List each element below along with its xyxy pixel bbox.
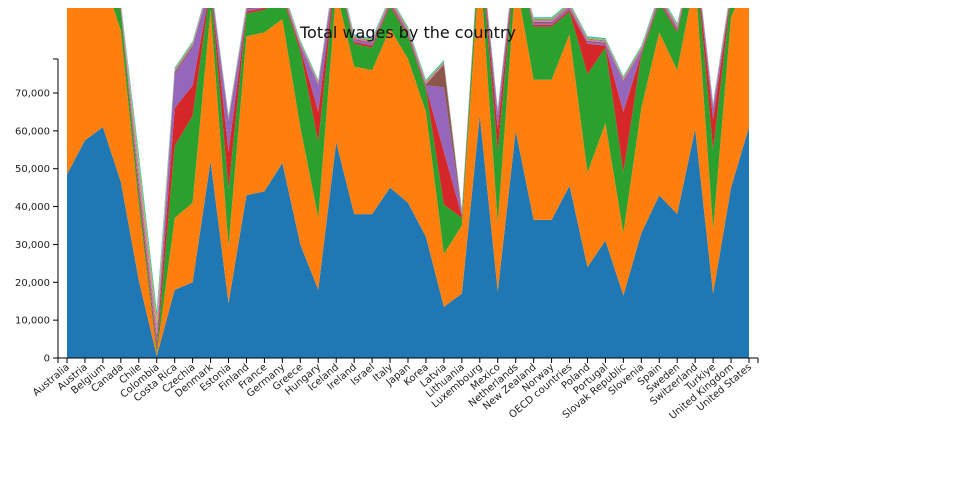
- y-tick-label: 0: [44, 354, 50, 365]
- y-tick-label: 20,000: [15, 278, 50, 289]
- y-tick-label: 40,000: [15, 202, 50, 213]
- areas-layer: [67, 8, 749, 358]
- area-series-1: [67, 115, 749, 358]
- y-tick-label: 30,000: [15, 240, 50, 251]
- area-series-3: [113, 8, 736, 355]
- y-tick-label: 50,000: [15, 164, 50, 175]
- area-series-2: [67, 8, 749, 357]
- y-tick-label: 70,000: [15, 89, 50, 100]
- chart-title: Total wages by the country: [299, 23, 516, 42]
- y-tick-label: 10,000: [15, 316, 50, 327]
- y-tick-label: 60,000: [15, 126, 50, 137]
